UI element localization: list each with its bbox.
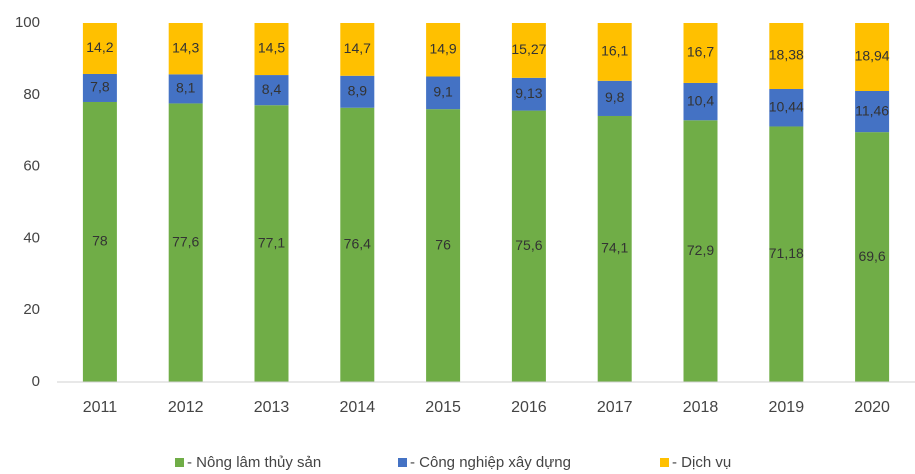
value-label: 78 — [92, 233, 108, 249]
bar-segment — [855, 90, 890, 133]
y-tick-label: 40 — [23, 229, 40, 246]
legend-swatch — [398, 458, 407, 467]
bar-segment — [82, 23, 117, 74]
bar-segment — [168, 74, 203, 104]
value-label: 76 — [435, 236, 451, 252]
value-label: 77,6 — [172, 233, 199, 249]
value-label: 14,5 — [258, 40, 285, 56]
bar-segment — [82, 101, 117, 382]
value-label: 71,18 — [769, 245, 804, 261]
y-tick-label: 0 — [32, 373, 40, 390]
value-label: 14,2 — [86, 39, 113, 55]
bar-segment — [511, 23, 546, 78]
value-label: 14,9 — [429, 40, 456, 56]
value-label: 16,7 — [687, 44, 714, 60]
x-tick-label: 2014 — [340, 399, 376, 416]
value-label: 9,1 — [433, 84, 453, 100]
bar-segment — [254, 23, 289, 76]
y-tick-label: 20 — [23, 301, 40, 318]
value-label: 9,13 — [515, 85, 542, 101]
value-label: 75,6 — [515, 237, 542, 253]
value-label: 11,46 — [855, 102, 889, 118]
value-label: 77,1 — [258, 234, 285, 250]
value-label: 10,44 — [769, 98, 804, 114]
legend-label: - Dịch vụ — [672, 454, 731, 471]
bar-segment — [597, 23, 632, 81]
bar-segment — [340, 23, 375, 76]
value-label: 18,94 — [855, 48, 890, 64]
value-label: 7,8 — [90, 79, 110, 95]
bar-segment — [426, 109, 461, 382]
bar-segment — [168, 103, 203, 382]
bar-segment — [426, 23, 461, 77]
x-tick-label: 2013 — [254, 399, 290, 416]
bar-segment — [254, 105, 289, 382]
bar-segment — [769, 126, 804, 382]
value-label: 72,9 — [687, 242, 714, 258]
x-tick-label: 2017 — [597, 399, 633, 416]
legend-swatch — [175, 458, 184, 467]
value-label: 74,1 — [601, 240, 628, 256]
x-tick-label: 2011 — [83, 399, 118, 416]
bar-segment — [597, 80, 632, 116]
bar-segment — [769, 23, 804, 89]
bar-segment — [855, 132, 890, 382]
value-label: 16,1 — [601, 43, 628, 59]
value-label: 9,8 — [605, 89, 625, 105]
bar-segment — [254, 75, 289, 106]
y-tick-label: 60 — [23, 158, 40, 175]
bar-segment — [168, 23, 203, 75]
bar-segment — [597, 115, 632, 382]
value-label: 76,4 — [344, 236, 371, 252]
value-label: 8,1 — [176, 80, 196, 96]
value-label: 8,4 — [262, 81, 282, 97]
bar-segment — [340, 107, 375, 382]
y-tick-label: 100 — [15, 14, 40, 31]
bar-segment — [683, 23, 718, 83]
x-tick-label: 2020 — [854, 399, 890, 416]
legend-label: - Nông lâm thủy sản — [187, 454, 321, 471]
value-label: 69,6 — [858, 248, 885, 264]
y-tick-label: 80 — [23, 86, 40, 103]
legend-swatch — [660, 458, 669, 467]
x-tick-label: 2015 — [425, 399, 461, 416]
bar-segment — [683, 82, 718, 121]
value-label: 14,3 — [172, 39, 199, 55]
x-tick-label: 2012 — [168, 399, 204, 416]
x-tick-label: 2018 — [683, 399, 719, 416]
value-label: 18,38 — [769, 47, 804, 63]
bar-segment — [511, 110, 546, 382]
value-label: 10,4 — [687, 92, 714, 108]
bar-segment — [683, 120, 718, 382]
legend-label: - Công nghiệp xây dựng — [410, 454, 571, 471]
value-label: 14,7 — [344, 40, 371, 56]
bar-segment — [82, 73, 117, 102]
bar-segment — [426, 76, 461, 110]
value-label: 15,27 — [511, 41, 546, 57]
bar-segment — [769, 88, 804, 127]
bar-segment — [340, 75, 375, 108]
bar-segment — [511, 77, 546, 111]
bar-segment — [855, 23, 890, 91]
x-tick-label: 2016 — [511, 399, 547, 416]
value-label: 8,9 — [348, 82, 368, 98]
x-tick-label: 2019 — [769, 399, 805, 416]
